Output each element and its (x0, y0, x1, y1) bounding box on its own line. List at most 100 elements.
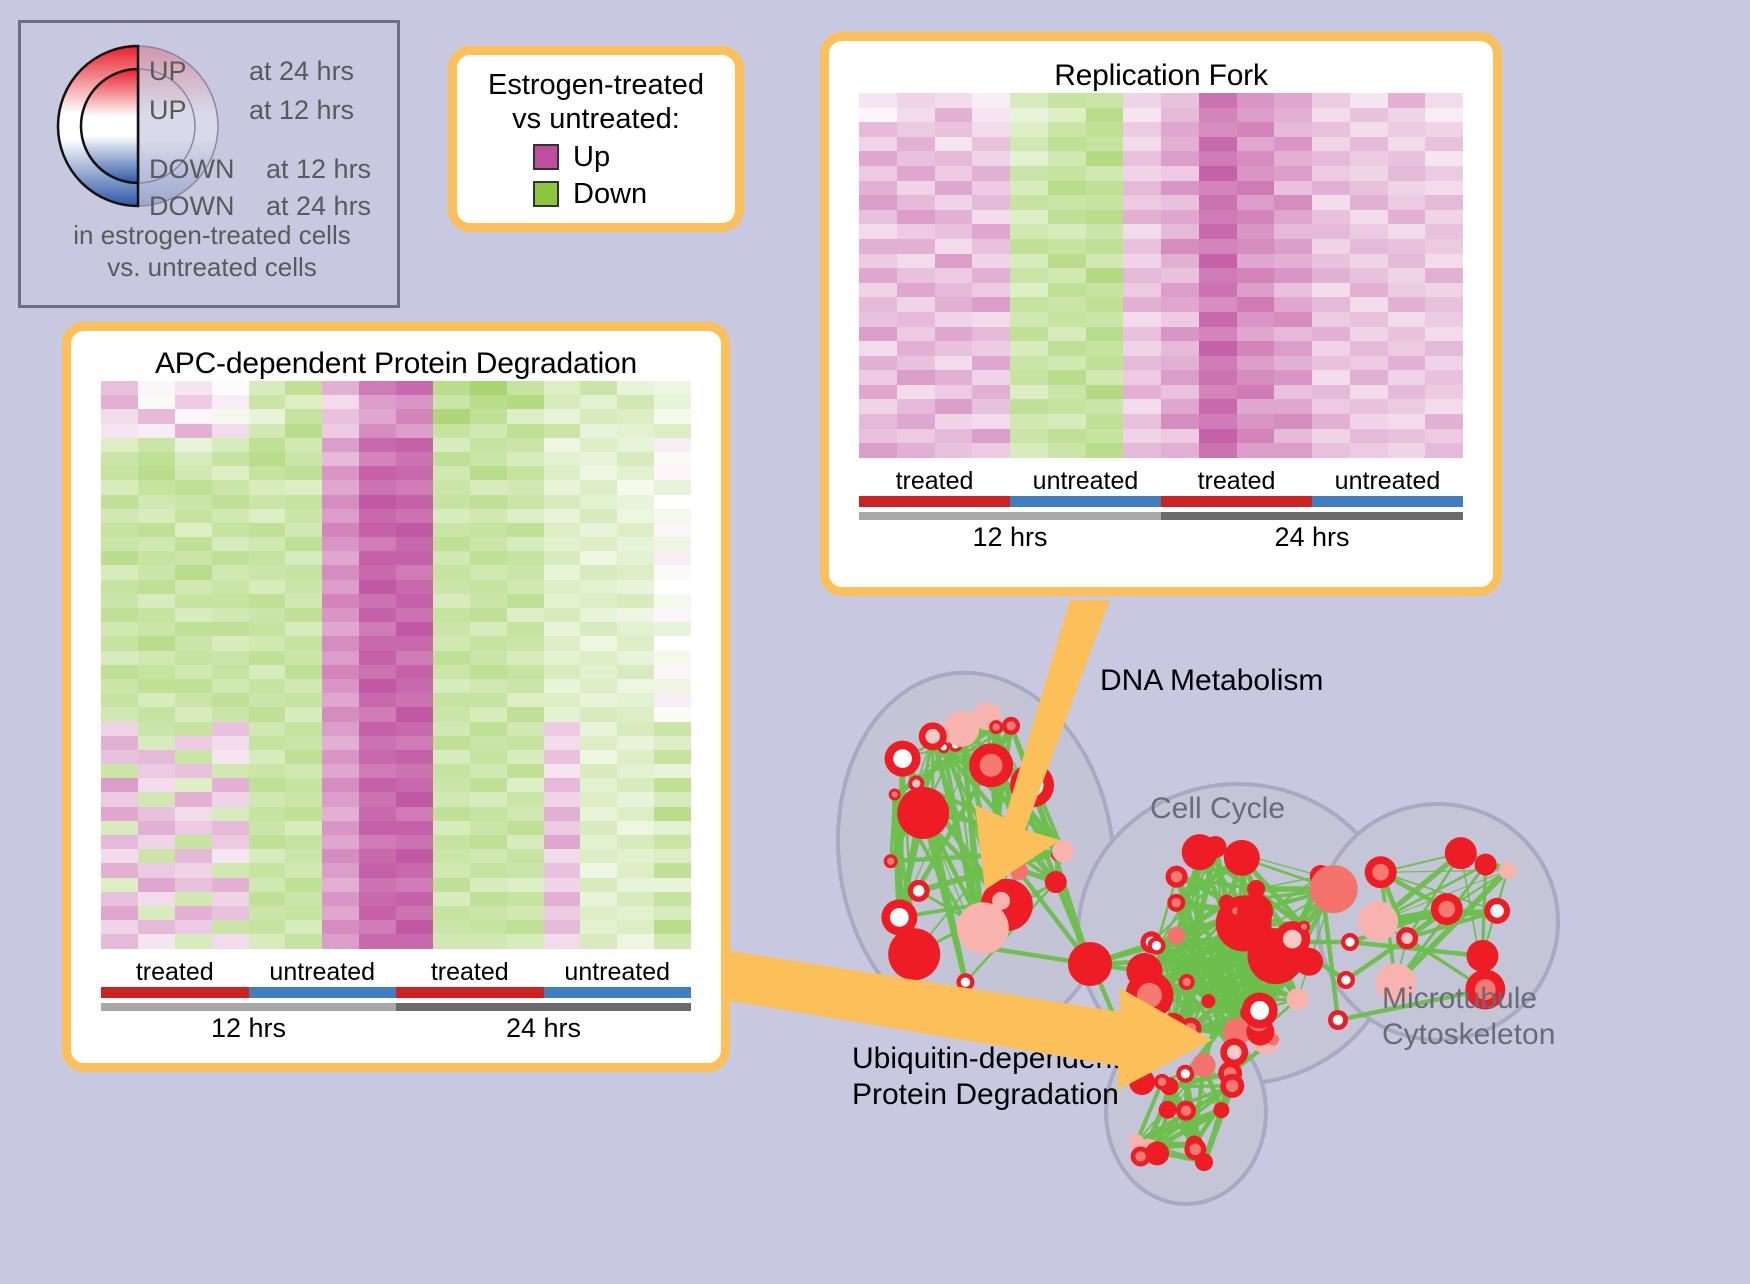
network-node-core (912, 779, 920, 787)
heatmap-cell (1237, 210, 1275, 225)
heatmap-cell (470, 750, 507, 764)
heatmap-cell (544, 722, 581, 736)
heatmap-cell (507, 707, 544, 721)
heatmap-cell (1274, 341, 1312, 356)
heatmap-cell (212, 537, 249, 551)
heatmap-cell (544, 424, 581, 438)
heatmap-cell (1199, 297, 1237, 312)
heatmap-cell (859, 399, 897, 414)
down-label: Down (573, 178, 659, 211)
heatmap-cell (101, 608, 138, 622)
heatmap-cell (1161, 268, 1199, 283)
heatmap-cell (175, 764, 212, 778)
heatmap-cell (972, 370, 1010, 385)
heatmap-cell (1199, 385, 1237, 400)
heatmap-cell (1425, 195, 1463, 210)
heatmap-cell (507, 906, 544, 920)
heatmap-cell (212, 679, 249, 693)
heatmap-cell (935, 181, 973, 196)
heatmap-cell (654, 750, 691, 764)
heatmap-cell (1048, 443, 1086, 458)
heatmap-cell (138, 906, 175, 920)
heatmap-cell (285, 849, 322, 863)
heatmap-cell (1199, 414, 1237, 429)
heatmap-cell (285, 792, 322, 806)
heatmap-cell (859, 443, 897, 458)
heatmap-cell (507, 934, 544, 948)
heatmap-cell (101, 395, 138, 409)
heatmap-cell (972, 166, 1010, 181)
heatmap-cell (1161, 283, 1199, 298)
heatmap-cell (1048, 254, 1086, 269)
heatmap-cell (1388, 268, 1426, 283)
network-node-core (1135, 1151, 1145, 1161)
ring-footer-line1: in estrogen-treated cells (21, 219, 403, 251)
heatmap-cell (1274, 429, 1312, 444)
heatmap-cell (1161, 443, 1199, 458)
heatmap-cell (470, 764, 507, 778)
heatmap-cell (138, 807, 175, 821)
heatmap-cell (1010, 370, 1048, 385)
legend-heading: Estrogen-treated vs untreated: (457, 69, 735, 137)
heatmap-cell (249, 906, 286, 920)
heatmap-cell (285, 863, 322, 877)
heatmap-cell (617, 821, 654, 835)
heatmap-cell (859, 385, 897, 400)
down-swatch-icon (533, 181, 559, 207)
heatmap-cell (507, 551, 544, 565)
heatmap-cell (101, 480, 138, 494)
heatmap-cell (507, 849, 544, 863)
heatmap-cell (935, 108, 973, 123)
heatmap-cell (935, 283, 973, 298)
heatmap-cell (859, 93, 897, 108)
heatmap-cell (1123, 137, 1161, 152)
network-node (992, 892, 1010, 910)
heatmap-cell (859, 151, 897, 166)
heatmap-cell (285, 679, 322, 693)
heatmap-cell (1161, 122, 1199, 137)
heatmap-cell (544, 707, 581, 721)
heatmap-cell (101, 665, 138, 679)
heatmap-cell (1048, 327, 1086, 342)
heatmap-cell (285, 778, 322, 792)
heatmap-cell (1123, 239, 1161, 254)
heatmap-cell (580, 792, 617, 806)
heatmap-cell (580, 849, 617, 863)
heatmap-cell (507, 821, 544, 835)
heatmap-cell (322, 565, 359, 579)
network-node (957, 902, 1009, 954)
heatmap-cell (580, 551, 617, 565)
heatmap-cell (1161, 414, 1199, 429)
heatmap-cell (285, 906, 322, 920)
heatmap-cell (433, 736, 470, 750)
heatmap-cell (1388, 166, 1426, 181)
heatmap-cell (101, 409, 138, 423)
network-node-core (913, 885, 924, 896)
heatmap-cell (249, 807, 286, 821)
heatmap-cell (654, 878, 691, 892)
heatmap-cell (1425, 341, 1463, 356)
heatmap-cell (359, 495, 396, 509)
heatmap-cell (1010, 297, 1048, 312)
heatmap-cell (433, 920, 470, 934)
heatmap-cell (285, 636, 322, 650)
heatmap-cell (935, 327, 973, 342)
heatmap-cell (249, 863, 286, 877)
heatmap-cell (1274, 239, 1312, 254)
heatmap-cell (175, 438, 212, 452)
heatmap-cell (101, 651, 138, 665)
heatmap-cell (1199, 195, 1237, 210)
heatmap-cell (1274, 166, 1312, 181)
heatmap-cell (972, 429, 1010, 444)
heatmap-cell (859, 224, 897, 239)
heatmap-cell (101, 622, 138, 636)
heatmap-cell (433, 892, 470, 906)
heatmap-cell (617, 537, 654, 551)
heatmap-cell (580, 821, 617, 835)
network-node (1287, 988, 1309, 1010)
heatmap-cell (433, 565, 470, 579)
heatmap-cell (617, 665, 654, 679)
heatmap-cell (285, 551, 322, 565)
heatmap-cell (617, 551, 654, 565)
heatmap-cell (1010, 166, 1048, 181)
